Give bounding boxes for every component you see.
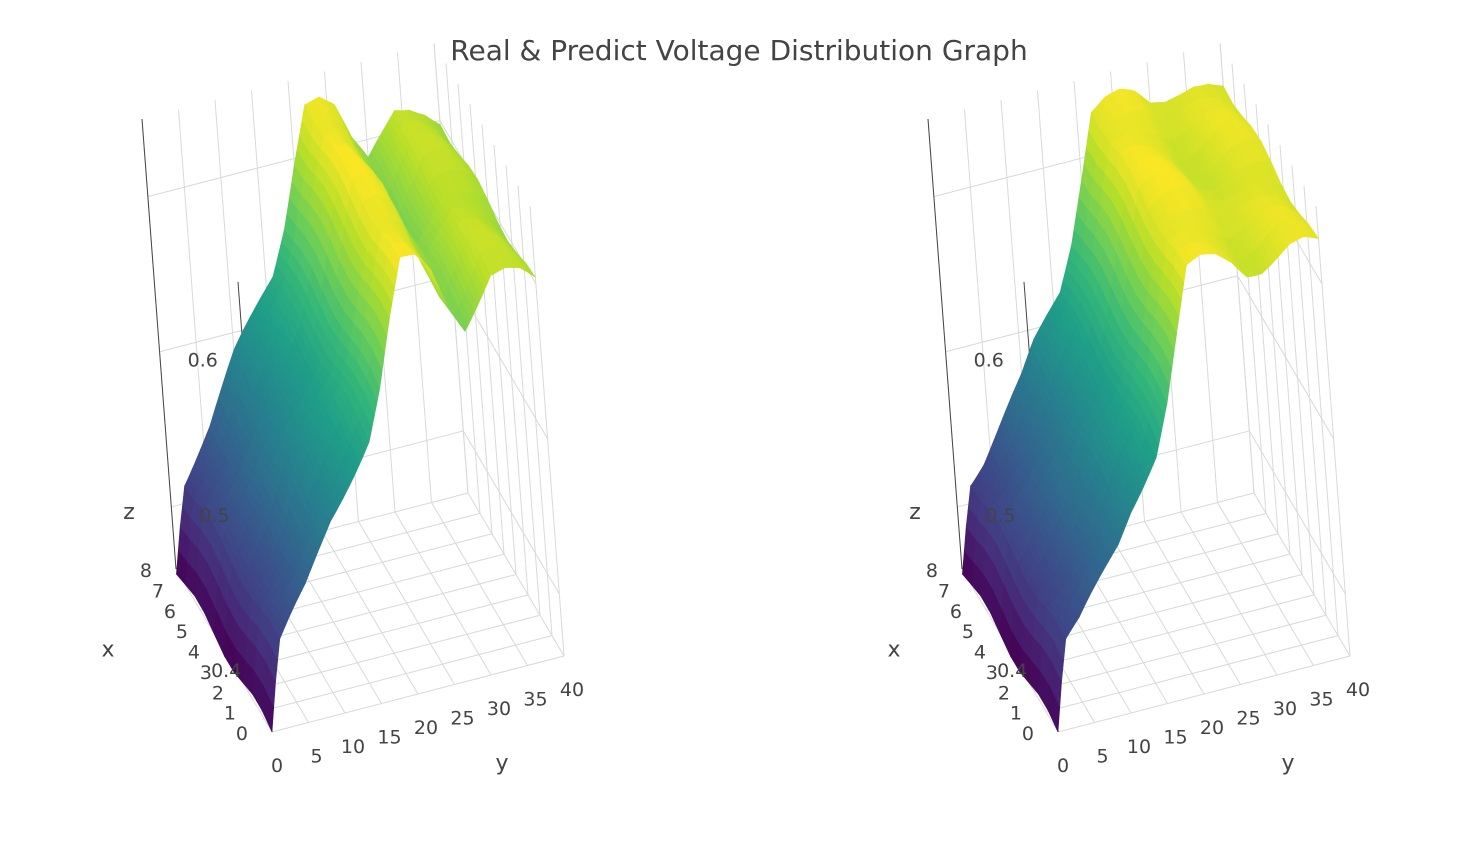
z-tick-label: 0.4 xyxy=(211,660,241,682)
floor-gridline xyxy=(259,635,553,713)
x-tick-label: 5 xyxy=(962,621,974,643)
floor-gridline xyxy=(247,614,541,692)
floor-gridline xyxy=(1057,655,1351,733)
x-tick-label: 3 xyxy=(986,662,998,684)
y-axis-title: y xyxy=(495,751,508,776)
wall-gridline xyxy=(1315,205,1351,657)
y-tick-label: 10 xyxy=(1127,736,1151,758)
x-tick-label: 6 xyxy=(164,601,176,623)
wall-gridline xyxy=(481,124,517,575)
wall-gridline xyxy=(505,165,541,616)
floor-gridline xyxy=(271,655,565,733)
wall-gridline xyxy=(462,430,560,595)
x-tick-label: 5 xyxy=(176,621,188,643)
floor-gridline xyxy=(1045,635,1339,713)
z-axis-line-back xyxy=(141,118,177,570)
y-tick-label: 0 xyxy=(1057,755,1069,777)
x-tick-label: 3 xyxy=(200,662,212,684)
y-tick-label: 25 xyxy=(1236,708,1260,730)
chart-title: Real & Predict Voltage Distribution Grap… xyxy=(450,34,1028,67)
wall-gridline xyxy=(469,104,505,555)
wall-gridline xyxy=(1248,430,1346,595)
z-axis-title: z xyxy=(123,500,135,525)
floor-gridline xyxy=(1033,614,1327,692)
wall-gridline xyxy=(1237,275,1335,440)
x-tick-label: 1 xyxy=(1010,703,1022,725)
x-tick-label: 7 xyxy=(152,580,164,602)
floor-gridline xyxy=(1021,594,1315,672)
surface-patch xyxy=(1304,222,1320,240)
z-axis-title: z xyxy=(909,500,921,525)
wall-gridline xyxy=(517,185,553,636)
y-tick-label: 30 xyxy=(487,698,511,720)
x-tick-label: 6 xyxy=(950,601,962,623)
z-tick-label: 0.5 xyxy=(985,505,1015,527)
z-axis-line-back xyxy=(927,118,963,570)
y-tick-label: 10 xyxy=(341,736,365,758)
wall-gridline xyxy=(529,205,565,657)
wall-gridline xyxy=(1291,165,1327,616)
x-tick-label: 2 xyxy=(998,682,1010,704)
y-tick-label: 20 xyxy=(414,717,438,739)
z-tick-label: 0.5 xyxy=(199,505,229,527)
x-tick-label: 0 xyxy=(1022,723,1034,745)
x-axis-title: x xyxy=(887,638,900,663)
x-tick-label: 1 xyxy=(224,703,236,725)
y-tick-label: 15 xyxy=(377,727,401,749)
x-tick-label: 2 xyxy=(212,682,224,704)
z-tick-label: 0.6 xyxy=(974,350,1004,372)
y-tick-label: 40 xyxy=(560,679,584,701)
y-tick-label: 40 xyxy=(1346,679,1370,701)
surface-plot-predict[interactable]: 0.4 0.5 0.6 0 1 2 3 4 5 6 7 8 0 5 10 15 20 25 30 35 40 z x y xyxy=(786,0,1478,860)
z-tick-label: 0.4 xyxy=(997,660,1027,682)
y-tick-label: 5 xyxy=(1096,746,1108,768)
x-tick-label: 0 xyxy=(236,723,248,745)
x-tick-label: 4 xyxy=(188,642,200,664)
x-tick-label: 8 xyxy=(926,560,938,582)
floor-gridline xyxy=(235,594,529,672)
y-axis-title: y xyxy=(1281,751,1294,776)
wall-gridline xyxy=(1303,185,1339,636)
y-tick-label: 15 xyxy=(1163,727,1187,749)
y-tick-label: 35 xyxy=(1309,689,1333,711)
y-tick-label: 20 xyxy=(1200,717,1224,739)
y-tick-label: 30 xyxy=(1273,698,1297,720)
x-tick-label: 7 xyxy=(938,580,950,602)
surface-patch xyxy=(521,259,536,278)
z-tick-label: 0.6 xyxy=(188,350,218,372)
surface-plot-real[interactable]: 0.4 0.5 0.6 0 1 2 3 4 5 6 7 8 0 5 10 15 20 25 30 35 40 z x y xyxy=(0,0,739,860)
x-axis-title: x xyxy=(101,638,114,663)
y-tick-label: 5 xyxy=(310,746,322,768)
y-tick-label: 35 xyxy=(523,689,547,711)
wall-gridline xyxy=(493,144,529,595)
y-tick-label: 25 xyxy=(450,708,474,730)
x-tick-label: 8 xyxy=(140,560,152,582)
y-tick-label: 0 xyxy=(271,755,283,777)
x-tick-label: 4 xyxy=(974,642,986,664)
